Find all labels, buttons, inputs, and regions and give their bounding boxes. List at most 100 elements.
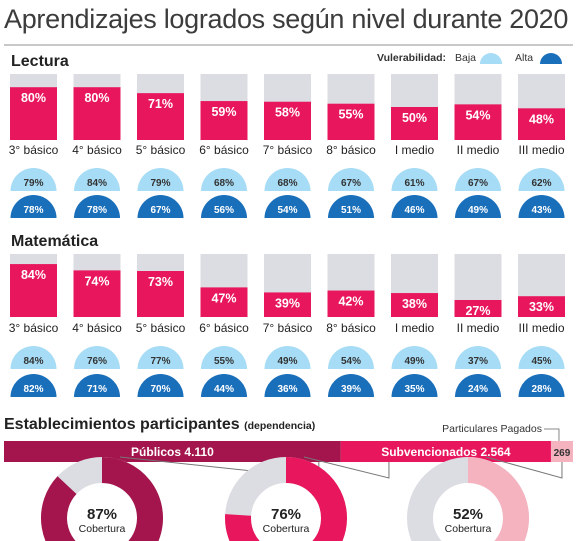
matematica-category-label: 6° básico [199,321,249,335]
lectura-low-vulnerability-value: 61% [404,178,424,189]
lectura-bar-label: 54% [465,108,490,122]
matematica-bar-label: 84% [21,268,46,282]
lectura-low-vulnerability-value: 67% [341,178,361,189]
matematica-high-vulnerability-value: 44% [214,384,234,395]
establecimientos-subtitle: (dependencia) [244,420,315,432]
lectura-high-vulnerability-value: 46% [404,205,424,216]
matematica-low-vulnerability-value: 77% [150,356,170,367]
matematica-high-vulnerability-dome [391,374,438,397]
subvencionados-segment [340,441,551,462]
matematica-low-vulnerability-dome [391,346,438,369]
lectura-low-vulnerability-dome [391,168,438,191]
matematica-low-vulnerability-dome [74,346,120,369]
matematica-high-vulnerability-dome [518,374,565,397]
matematica-bar-label: 38% [402,297,427,311]
matematica-category-label: 5° básico [136,321,186,335]
matematica-category-label: I medio [395,321,435,335]
matematica-high-vulnerability-value: 35% [404,384,424,395]
matematica-high-vulnerability-value: 70% [150,384,170,395]
lectura-bar [518,108,565,140]
lectura-high-vulnerability-dome [518,195,565,218]
lectura-category-label: 3° básico [9,143,59,157]
publicos-coverage-value: 87% [87,506,117,523]
legend-low-label: Baja [455,52,476,64]
matematica-bar [391,293,438,317]
lectura-low-vulnerability-value: 84% [87,178,107,189]
lectura-category-label: 8° básico [326,143,376,157]
lectura-chart: Lectura 80% 3° básico 79% 78% 80% 4° básico 84%… [9,53,565,218]
matematica-low-vulnerability-dome [137,346,184,369]
matematica-category-label: 4° básico [72,321,122,335]
matematica-low-vulnerability-value: 55% [214,356,234,367]
publicos-coverage-caption: Cobertura [79,523,126,535]
matematica-low-vulnerability-dome [518,346,565,369]
lectura-high-vulnerability-value: 54% [277,205,297,216]
lectura-category-label: III medio [518,143,564,157]
lectura-bar-label: 80% [21,91,46,105]
lectura-low-vulnerability-value: 62% [531,178,551,189]
matematica-chart: Matemática 84% 3° básico 84% 82% 74% 4° básico… [9,233,565,397]
particulares-pagados-coverage-value: 52% [453,506,483,523]
matematica-category-label: 7° básico [263,321,313,335]
matematica-category-label: II medio [457,321,500,335]
publicos-segment [4,441,341,462]
matematica-high-vulnerability-value: 71% [87,384,107,395]
lectura-high-vulnerability-dome [74,195,120,218]
lectura-low-vulnerability-dome [10,168,57,191]
lectura-bar-label: 71% [148,97,173,111]
lectura-low-vulnerability-value: 68% [277,178,297,189]
lectura-low-vulnerability-dome [264,168,311,191]
matematica-high-vulnerability-dome [201,374,247,397]
matematica-bar-label: 39% [275,296,300,310]
legend-label: Vulerabilidad: [377,52,446,64]
lectura-bar [327,103,375,140]
subvencionados-coverage-arc [225,457,347,541]
matematica-low-vulnerability-value: 76% [87,356,107,367]
matematica-bar [200,287,248,317]
lectura-high-vulnerability-dome [328,195,374,218]
lectura-bar-label: 50% [402,111,427,125]
lectura-category-label: 5° básico [136,143,186,157]
particulares-pagados-label: Particulares Pagados [442,423,542,435]
matematica-high-vulnerability-dome [455,374,501,397]
lectura-high-vulnerability-value: 49% [468,205,488,216]
legend-low-swatch [480,53,502,64]
lectura-high-vulnerability-value: 67% [150,205,170,216]
lectura-low-vulnerability-value: 79% [150,178,170,189]
particulares-pagados-coverage-arc [467,457,529,541]
publicos-label: Públicos 4.110 [131,445,214,459]
particulares-pagados-coverage-caption: Cobertura [445,523,492,535]
lectura-category-label: 7° básico [263,143,313,157]
subvencionados-coverage-value: 76% [271,506,301,523]
matematica-low-vulnerability-value: 49% [277,356,297,367]
matematica-high-vulnerability-dome [10,374,57,397]
lectura-high-vulnerability-dome [10,195,57,218]
lectura-high-vulnerability-value: 43% [531,205,551,216]
particulares-pagados-connector [485,456,563,479]
lectura-bar-label: 48% [529,112,554,126]
matematica-low-vulnerability-value: 37% [468,356,488,367]
matematica-high-vulnerability-value: 82% [23,384,43,395]
lectura-high-vulnerability-dome [391,195,438,218]
lectura-high-vulnerability-value: 56% [214,205,234,216]
lectura-high-vulnerability-value: 51% [341,205,361,216]
legend-high-swatch [540,53,562,64]
matematica-low-vulnerability-dome [10,346,57,369]
lectura-high-vulnerability-dome [264,195,311,218]
lectura-low-vulnerability-dome [328,168,374,191]
matematica-low-vulnerability-value: 54% [341,356,361,367]
matematica-bar [518,296,565,317]
lectura-category-label: II medio [457,143,500,157]
lectura-bar [10,87,57,140]
matematica-low-vulnerability-dome [201,346,247,369]
establecimientos-chart: Establecimientos participantes (dependen… [4,416,573,462]
matematica-high-vulnerability-dome [74,374,120,397]
matematica-bar-label: 27% [465,304,490,318]
lectura-low-vulnerability-dome [74,168,120,191]
page-title: Aprendizajes logrados según nivel durant… [4,4,569,34]
subvencionados-connector [303,456,390,479]
lectura-high-vulnerability-dome [201,195,247,218]
matematica-high-vulnerability-value: 39% [341,384,361,395]
lectura-bar-label: 59% [211,105,236,119]
